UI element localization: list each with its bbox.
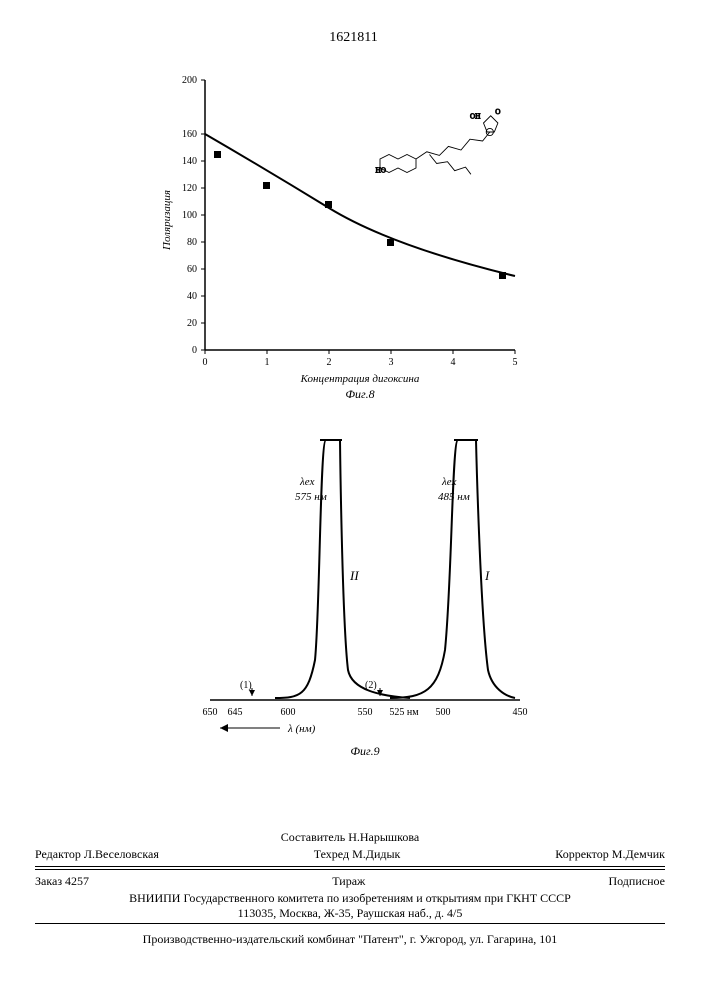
arrow-1: (1) (240, 680, 255, 696)
x-axis-label: Концентрация дигоксина (300, 373, 420, 385)
divider (35, 866, 665, 867)
order-number: Заказ 4257 (35, 874, 89, 889)
svg-text:80: 80 (187, 237, 197, 248)
fit-curve (205, 134, 515, 276)
compiler-line: Составитель Н.Нарышкова (35, 830, 665, 845)
figure-9: 650 645 600 550 525 нм 500 450 λ (нм) (180, 430, 550, 760)
techred: Техред М.Дидык (314, 847, 401, 862)
svg-text:OH: OH (470, 113, 480, 121)
figure-8: 0 20 40 60 80 100 120 140 160 200 (155, 70, 545, 400)
svg-text:575 нм: 575 нм (295, 491, 327, 503)
figure-caption: Фиг.9 (350, 744, 379, 758)
svg-text:O: O (495, 108, 500, 116)
arrow-2: (2) (365, 680, 383, 696)
x-axis: 0 1 2 3 4 5 (203, 350, 518, 368)
y-axis-label: Поляризация (161, 190, 173, 251)
divider (35, 869, 665, 870)
svg-text:650: 650 (203, 707, 218, 718)
figure-caption: Фиг.8 (345, 387, 374, 400)
svg-text:0: 0 (203, 357, 208, 368)
svg-text:20: 20 (187, 318, 197, 329)
corrector: Корректор М.Демчик (555, 847, 665, 862)
molecule-icon: HO OH O (376, 108, 501, 175)
svg-text:645: 645 (228, 707, 243, 718)
org-line-1: ВНИИПИ Государственного комитета по изоб… (35, 891, 665, 906)
svg-text:160: 160 (182, 129, 197, 140)
svg-text:60: 60 (187, 264, 197, 275)
svg-text:500: 500 (436, 707, 451, 718)
svg-text:525 нм: 525 нм (389, 707, 419, 718)
order-row: Заказ 4257 Тираж Подписное (35, 872, 665, 891)
svg-text:200: 200 (182, 75, 197, 86)
org-line-2: Производственно-издательский комбинат "П… (35, 932, 665, 947)
svg-text:4: 4 (451, 357, 456, 368)
svg-text:1: 1 (265, 357, 270, 368)
svg-text:0: 0 (192, 345, 197, 356)
svg-text:HO: HO (376, 167, 386, 175)
svg-text:120: 120 (182, 183, 197, 194)
svg-text:(1): (1) (240, 680, 252, 691)
svg-text:550: 550 (358, 707, 373, 718)
page-number: 1621811 (329, 30, 377, 46)
svg-text:λex: λex (441, 476, 457, 488)
tirazh: Тираж (332, 874, 365, 889)
footer: Составитель Н.Нарышкова Редактор Л.Весел… (35, 830, 665, 947)
y-axis: 0 20 40 60 80 100 120 140 160 200 (182, 75, 205, 356)
svg-text:λex: λex (299, 476, 315, 488)
peak-2 (275, 440, 410, 698)
svg-text:140: 140 (182, 156, 197, 167)
addr-line-1: 113035, Москва, Ж-35, Раушская наб., д. … (35, 906, 665, 921)
subscription: Подписное (608, 874, 665, 889)
svg-text:450: 450 (513, 707, 528, 718)
x-axis-arrow: λ (нм) (220, 723, 316, 735)
svg-text:(2): (2) (365, 680, 377, 691)
svg-text:5: 5 (513, 357, 518, 368)
svg-text:I: I (484, 568, 490, 583)
svg-text:2: 2 (327, 357, 332, 368)
svg-text:40: 40 (187, 291, 197, 302)
svg-text:600: 600 (281, 707, 296, 718)
svg-text:485 нм: 485 нм (438, 491, 470, 503)
svg-text:λ (нм): λ (нм) (287, 723, 316, 735)
svg-text:II: II (349, 568, 359, 583)
patent-page: 1621811 0 20 40 60 80 100 1 (0, 0, 707, 1000)
editor: Редактор Л.Веселовская (35, 847, 159, 862)
svg-text:100: 100 (182, 210, 197, 221)
divider (35, 923, 665, 924)
svg-text:3: 3 (389, 357, 394, 368)
data-points (214, 151, 506, 279)
credits-row: Редактор Л.Веселовская Техред М.Дидык Ко… (35, 845, 665, 864)
